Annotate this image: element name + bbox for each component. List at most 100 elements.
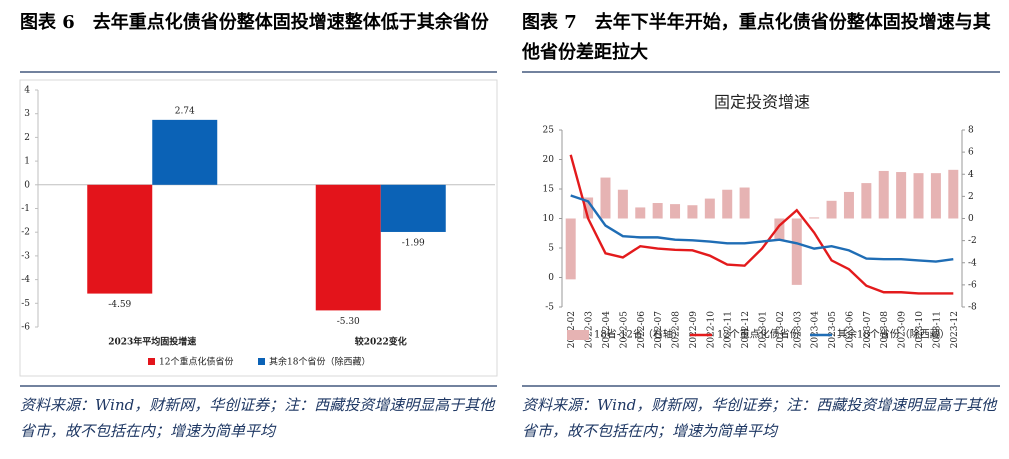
bar xyxy=(913,173,924,219)
figure-label: 图表 6 xyxy=(20,12,75,33)
figure-title: 去年重点化债省份整体固投增速整体低于其余省份 xyxy=(92,12,489,33)
y2-tick-label: -4 xyxy=(968,258,977,268)
bar xyxy=(896,172,907,219)
figure-title: 去年下半年开始，重点化债省份整体固投增速与其他省份差距拉大 xyxy=(522,12,991,63)
x-tick-label: 2022-04 xyxy=(602,311,612,349)
source-note: 资料来源：Wind，财新网，华创证券；注：西藏投资增速明显高于其他省市，故不包括… xyxy=(522,396,997,440)
y-tick-label: -1 xyxy=(21,204,30,214)
bar xyxy=(861,183,872,219)
y-tick-label: -2 xyxy=(21,228,30,238)
bar xyxy=(583,197,594,219)
y-tick-label: 0 xyxy=(24,180,30,190)
legend-label: 12个重点化债省份 xyxy=(159,356,233,368)
x-tick-label: 2023-02 xyxy=(776,311,786,348)
x-tick-label: 2022-08 xyxy=(672,311,682,349)
legend-swatch xyxy=(148,358,155,365)
y-tick-label: 1 xyxy=(24,157,30,167)
bar xyxy=(948,169,959,219)
legend-swatch xyxy=(567,330,589,340)
legend-label: 其余18个省份（除西藏） xyxy=(837,328,950,341)
y-tick-label: -4 xyxy=(21,275,30,285)
figure-header: 图表 6 去年重点化债省份整体固投增速整体低于其余省份 xyxy=(20,8,498,38)
chart-title: 固定投资增速 xyxy=(714,93,810,112)
x-tick-label: 2022-10 xyxy=(706,311,716,349)
legend-swatch xyxy=(258,358,265,365)
x-tick-label: 2022-11 xyxy=(724,311,734,348)
legend-label: 其余18个省份（除西藏） xyxy=(269,356,370,368)
x-tick-label: 2022-07 xyxy=(654,311,664,349)
x-tick-label: 2023年平均固投增速 xyxy=(108,336,196,348)
x-tick-label: 2023-04 xyxy=(811,311,821,349)
x-tick-label: 2023-10 xyxy=(915,311,925,349)
x-tick-label: 2022-03 xyxy=(585,311,595,349)
x-tick-label: 较2022变化 xyxy=(355,336,407,348)
bar xyxy=(843,191,854,219)
x-tick-label: 2022-09 xyxy=(689,311,699,349)
bar xyxy=(826,200,837,219)
y-tick-label: 20 xyxy=(543,155,555,165)
source-note: 资料来源：Wind，财新网，华创证券；注：西藏投资增速明显高于其他省市，故不包括… xyxy=(20,396,495,440)
data-label: -5.30 xyxy=(337,317,360,327)
x-tick-label: 2023-11 xyxy=(932,311,942,348)
data-label: -4.59 xyxy=(108,300,131,310)
y-tick-label: 4 xyxy=(24,86,30,96)
x-tick-label: 2022-12 xyxy=(741,311,751,348)
bar xyxy=(600,177,611,219)
legend-label: 18省-12省（右轴） xyxy=(594,328,683,341)
chart-frame xyxy=(19,79,498,377)
x-tick-label: 2023-05 xyxy=(828,311,838,349)
bar xyxy=(670,204,681,219)
y-tick-label: 5 xyxy=(548,244,554,254)
y2-tick-label: 8 xyxy=(968,126,974,136)
y-tick-label: 2 xyxy=(24,133,30,143)
y-tick-label: -3 xyxy=(21,251,30,261)
y2-tick-label: 4 xyxy=(968,170,974,180)
x-tick-label: 2023-09 xyxy=(898,311,908,349)
bar xyxy=(739,187,750,219)
y2-tick-label: 2 xyxy=(968,192,974,202)
bar xyxy=(87,184,153,294)
line xyxy=(570,194,954,263)
bar xyxy=(315,184,381,311)
y2-tick-label: -2 xyxy=(968,236,977,246)
bar xyxy=(687,205,698,219)
y-tick-label: 15 xyxy=(543,185,555,195)
bar xyxy=(565,218,576,280)
x-tick-label: 2023-01 xyxy=(759,311,769,348)
y-tick-label: 3 xyxy=(24,109,30,119)
y2-tick-label: -6 xyxy=(968,280,977,290)
bar xyxy=(930,173,941,219)
y-tick-label: 25 xyxy=(543,126,555,136)
line xyxy=(569,154,954,295)
x-tick-label: 2022-05 xyxy=(619,311,629,349)
y2-tick-label: 6 xyxy=(968,148,974,158)
y-tick-label: -5 xyxy=(21,299,30,309)
data-label: -1.99 xyxy=(402,238,425,248)
bar xyxy=(878,170,889,219)
y-tick-label: -5 xyxy=(545,303,554,313)
x-tick-label: 2022-06 xyxy=(637,311,647,349)
bar xyxy=(652,203,663,219)
figure-header: 图表 7 去年下半年开始，重点化债省份整体固投增速与其他省份差距拉大 xyxy=(522,8,1002,68)
bar xyxy=(774,218,785,241)
x-tick-label: 2023-12 xyxy=(950,311,960,348)
bar xyxy=(791,218,802,285)
x-tick-label: 2023-07 xyxy=(863,311,873,349)
legend-label: 12个重点化债省份 xyxy=(717,328,800,341)
x-tick-label: 2022-02 xyxy=(567,311,577,348)
y2-tick-label: 0 xyxy=(968,214,974,224)
x-tick-label: 2023-06 xyxy=(845,311,855,349)
data-label: 2.74 xyxy=(175,106,195,116)
bar xyxy=(380,184,446,232)
x-tick-label: 2023-08 xyxy=(880,311,890,349)
y-tick-label: 10 xyxy=(543,214,555,224)
bar xyxy=(809,217,820,219)
bar xyxy=(152,119,218,185)
y-tick-label: 0 xyxy=(548,273,554,283)
y2-tick-label: -8 xyxy=(968,303,977,313)
bar xyxy=(635,207,646,219)
bar xyxy=(704,198,715,219)
bar xyxy=(722,189,733,219)
